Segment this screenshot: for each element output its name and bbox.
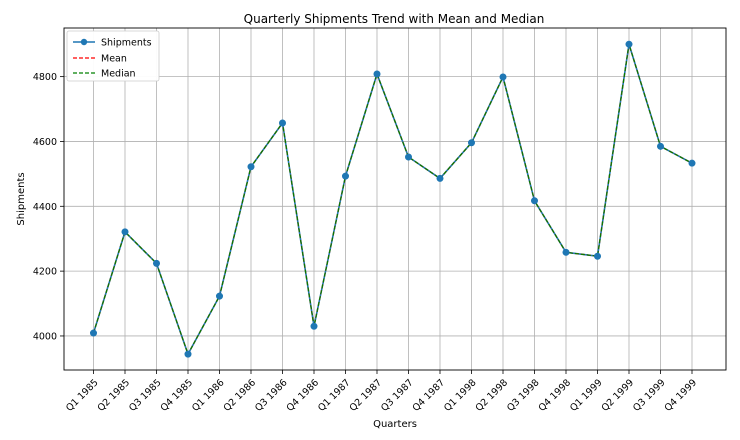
shipments-point bbox=[278, 119, 286, 127]
shipments-point bbox=[184, 350, 192, 358]
shipments-point bbox=[593, 252, 601, 260]
x-tick-label: Q3 1998 bbox=[505, 377, 542, 414]
mean-line bbox=[92, 43, 693, 355]
x-tick-label: Q2 1986 bbox=[222, 377, 259, 414]
shipments-point bbox=[499, 73, 507, 81]
shipments-line bbox=[92, 43, 693, 355]
shipments-point bbox=[404, 153, 412, 161]
shipments-point bbox=[373, 70, 381, 78]
x-tick-label: Q2 1987 bbox=[348, 377, 385, 414]
shipments-point bbox=[467, 139, 475, 147]
legend-median-label: Median bbox=[101, 69, 136, 80]
shipments-point bbox=[121, 228, 129, 236]
plot-area bbox=[90, 40, 696, 358]
shipments-point bbox=[530, 197, 538, 205]
shipments-point bbox=[688, 159, 696, 167]
x-tick-label: Q1 1999 bbox=[568, 377, 605, 414]
y-axis-label: Shipments bbox=[16, 172, 27, 225]
y-tick-label: 4800 bbox=[33, 72, 57, 83]
grid bbox=[64, 28, 726, 370]
y-tick-label: 4200 bbox=[33, 267, 57, 278]
x-tick-label: Q4 1986 bbox=[285, 377, 322, 414]
shipments-point bbox=[341, 172, 349, 180]
legend-mean-label: Mean bbox=[101, 54, 127, 65]
legend-box bbox=[66, 30, 160, 82]
x-tick-label: Q4 1998 bbox=[537, 377, 574, 414]
x-tick-label: Q3 1999 bbox=[631, 377, 668, 414]
x-tick-label: Q4 1987 bbox=[411, 377, 448, 414]
x-tick-label: Q3 1985 bbox=[127, 377, 164, 414]
x-tick-label: Q2 1985 bbox=[96, 377, 133, 414]
x-tick-label: Q2 1999 bbox=[600, 377, 637, 414]
x-tick-label: Q2 1998 bbox=[474, 377, 511, 414]
shipments-point bbox=[436, 174, 444, 182]
y-tick-label: 4600 bbox=[33, 137, 57, 148]
x-tick-label: Q1 1986 bbox=[190, 377, 227, 414]
shipments-point bbox=[625, 40, 633, 48]
y-tick-label: 4400 bbox=[33, 202, 57, 213]
shipments-point bbox=[153, 259, 161, 267]
plot-frame bbox=[63, 27, 727, 371]
chart-title: Quarterly Shipments Trend with Mean and … bbox=[244, 12, 545, 26]
shipments-point bbox=[310, 322, 318, 330]
legend-shipments-marker bbox=[80, 38, 88, 46]
legend: Shipments Mean Median bbox=[66, 30, 160, 82]
legend-shipments-label: Shipments bbox=[101, 38, 152, 49]
x-tick-label: Q1 1985 bbox=[64, 377, 101, 414]
x-tick-label: Q4 1999 bbox=[663, 377, 700, 414]
x-tick-label: Q3 1986 bbox=[253, 377, 290, 414]
shipments-point bbox=[656, 142, 664, 150]
x-tick-label: Q1 1998 bbox=[442, 377, 479, 414]
shipments-point bbox=[90, 329, 98, 337]
x-tick-label: Q4 1985 bbox=[159, 377, 196, 414]
shipments-point bbox=[247, 163, 255, 171]
shipments-point bbox=[562, 248, 570, 256]
shipments-point bbox=[216, 292, 224, 300]
median-line bbox=[92, 43, 693, 355]
x-axis-label: Quarters bbox=[373, 419, 417, 430]
x-tick-label: Q3 1987 bbox=[379, 377, 416, 414]
y-tick-label: 4000 bbox=[33, 331, 57, 342]
x-tick-label: Q1 1987 bbox=[316, 377, 353, 414]
